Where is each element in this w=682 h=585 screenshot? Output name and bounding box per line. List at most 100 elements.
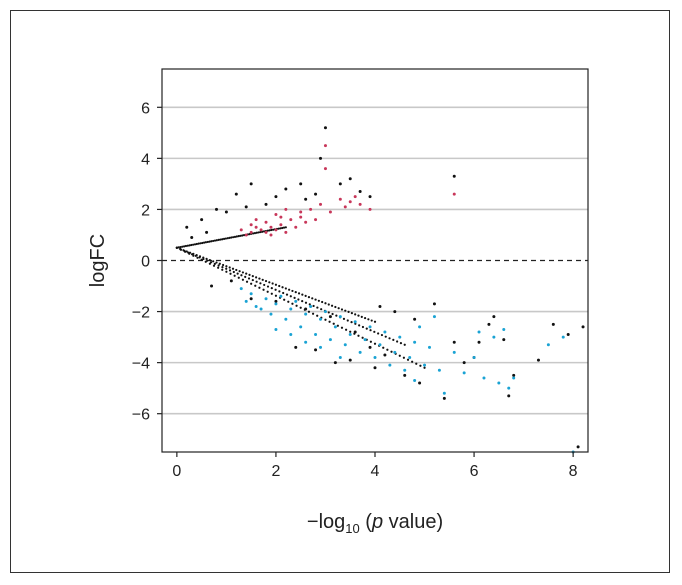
band-point xyxy=(248,233,251,236)
point-down-regulated xyxy=(403,368,407,372)
point-down-regulated xyxy=(462,371,466,375)
band-point xyxy=(392,338,395,342)
band-point xyxy=(190,243,193,247)
point-up-regulated xyxy=(264,220,268,224)
band-point xyxy=(332,322,335,325)
band-point xyxy=(349,330,352,333)
band-point xyxy=(241,234,244,237)
point-down-regulated xyxy=(319,317,323,321)
band-point xyxy=(324,302,327,305)
band-point xyxy=(217,264,220,267)
point-down-regulated xyxy=(289,307,293,311)
band-point xyxy=(336,324,339,327)
band-point xyxy=(222,237,226,240)
point-down-regulated xyxy=(472,356,476,360)
band-point xyxy=(337,307,340,310)
point-up-regulated xyxy=(269,233,273,237)
point-up-regulated xyxy=(279,223,283,227)
point-not-significant xyxy=(333,361,337,365)
point-down-regulated xyxy=(497,381,501,385)
band-point xyxy=(293,296,296,299)
band-point xyxy=(248,273,251,276)
point-up-regulated xyxy=(348,200,352,204)
band-point xyxy=(224,237,227,240)
band-point xyxy=(370,319,373,322)
point-not-significant xyxy=(358,190,362,194)
point-not-significant xyxy=(304,307,308,311)
point-up-regulated xyxy=(452,192,456,196)
point-down-regulated xyxy=(413,379,417,383)
band-point xyxy=(226,237,229,240)
point-not-significant xyxy=(378,304,382,308)
band-point xyxy=(274,288,277,291)
point-not-significant xyxy=(190,236,194,240)
band-point xyxy=(245,280,249,283)
point-not-significant xyxy=(413,317,417,321)
band-point xyxy=(402,356,405,359)
point-down-regulated xyxy=(328,338,332,342)
point-up-regulated xyxy=(368,207,372,211)
band-point xyxy=(331,312,334,316)
band-point xyxy=(266,229,269,232)
band-point xyxy=(361,325,365,329)
point-down-regulated xyxy=(393,350,397,354)
band-point xyxy=(186,244,189,247)
band-point xyxy=(266,290,269,293)
y-axis-ticks: −6 −4 −2 0 2 4 6 xyxy=(132,100,162,424)
point-not-significant xyxy=(353,330,357,334)
band-point xyxy=(357,314,360,317)
point-not-significant xyxy=(264,202,268,206)
point-down-regulated xyxy=(398,335,402,339)
y-axis-label: logFC xyxy=(87,234,109,287)
point-up-regulated xyxy=(299,215,303,219)
band-point xyxy=(235,235,238,238)
band-point xyxy=(358,324,361,327)
point-down-regulated xyxy=(408,356,412,360)
point-not-significant xyxy=(294,345,298,349)
x-axis-ticks: 0 2 4 6 8 xyxy=(172,452,578,480)
point-not-significant xyxy=(319,156,323,160)
point-down-regulated xyxy=(437,368,441,372)
point-not-significant xyxy=(304,197,308,201)
point-down-regulated xyxy=(383,330,387,334)
band-point xyxy=(320,308,323,311)
point-down-regulated xyxy=(284,317,288,321)
point-not-significant xyxy=(462,361,466,365)
point-down-regulated xyxy=(353,320,357,324)
band-point xyxy=(285,293,289,296)
point-not-significant xyxy=(507,394,511,398)
band-point xyxy=(177,246,180,249)
band-point xyxy=(213,262,216,266)
point-down-regulated xyxy=(373,356,377,360)
point-down-regulated xyxy=(418,325,422,329)
band-point xyxy=(311,297,314,300)
band-point xyxy=(197,242,200,245)
point-down-regulated xyxy=(452,350,456,354)
y-tick-label: 2 xyxy=(141,202,150,219)
point-down-regulated xyxy=(492,335,496,339)
point-up-regulated xyxy=(294,225,298,229)
point-not-significant xyxy=(314,192,318,196)
band-point xyxy=(175,246,178,249)
point-not-significant xyxy=(368,345,372,349)
band-point xyxy=(274,283,278,286)
point-down-regulated xyxy=(423,363,427,367)
band-point xyxy=(373,330,376,333)
band-point xyxy=(245,272,248,275)
band-point xyxy=(221,266,224,269)
band-point xyxy=(283,298,286,301)
point-up-regulated xyxy=(264,230,268,234)
point-not-significant xyxy=(418,381,422,385)
point-down-regulated xyxy=(512,376,516,380)
point-not-significant xyxy=(383,353,387,357)
x-axis-label-prefix: −log xyxy=(307,511,345,533)
band-point xyxy=(217,238,220,242)
band-point xyxy=(316,314,319,317)
band-point xyxy=(367,318,370,321)
band-point xyxy=(228,266,231,269)
band-point xyxy=(235,268,238,272)
band-point xyxy=(307,310,311,313)
point-down-regulated xyxy=(254,304,258,308)
point-down-regulated xyxy=(304,312,308,316)
